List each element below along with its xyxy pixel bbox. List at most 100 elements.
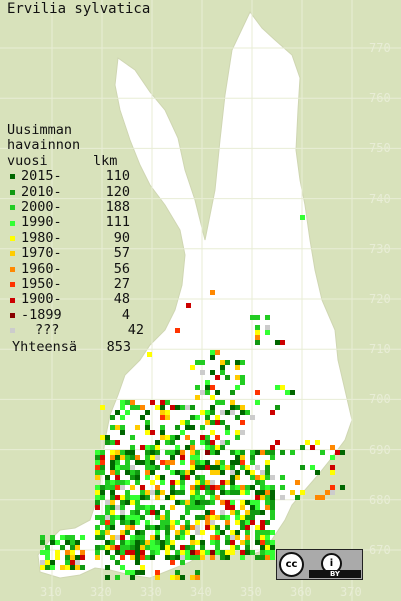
observation-square	[250, 455, 255, 460]
observation-square	[180, 480, 185, 485]
observation-squares	[40, 215, 345, 580]
observation-square	[180, 490, 185, 495]
observation-square	[190, 505, 195, 510]
observation-square	[65, 540, 70, 545]
observation-square	[265, 330, 270, 335]
observation-square	[195, 570, 200, 575]
observation-square	[100, 490, 105, 495]
cc-license-badge[interactable]: cc i BY	[276, 549, 363, 580]
observation-square	[175, 470, 180, 475]
observation-square	[125, 550, 130, 555]
observation-square	[225, 505, 230, 510]
observation-square	[280, 495, 285, 500]
observation-square	[125, 515, 130, 520]
observation-square	[260, 490, 265, 495]
legend-row: 1970- 57	[7, 245, 144, 261]
legend-header-1: Uusimman	[7, 122, 73, 138]
observation-square	[255, 335, 260, 340]
observation-square	[215, 535, 220, 540]
observation-square	[130, 540, 135, 545]
observation-square	[235, 520, 240, 525]
observation-square	[295, 495, 300, 500]
observation-square	[240, 410, 245, 415]
observation-square	[235, 460, 240, 465]
observation-square	[115, 545, 120, 550]
observation-square	[185, 435, 190, 440]
observation-square	[135, 540, 140, 545]
legend: Uusimman havainnon vuosi lkm 2015- 110 201…	[7, 122, 144, 356]
observation-square	[270, 515, 275, 520]
observation-square	[200, 390, 205, 395]
observation-square	[155, 440, 160, 445]
observation-square	[115, 550, 120, 555]
observation-square	[205, 435, 210, 440]
observation-square	[125, 480, 130, 485]
observation-square	[210, 550, 215, 555]
observation-square	[125, 545, 130, 550]
observation-square	[330, 455, 335, 460]
observation-square	[205, 510, 210, 515]
observation-square	[40, 550, 45, 555]
observation-square	[155, 570, 160, 575]
legend-rows: 2015- 110 2010- 120 2000- 188 1990- 111 1980- 90 1…	[7, 168, 144, 338]
observation-square	[190, 555, 195, 560]
observation-square	[245, 500, 250, 505]
observation-square	[195, 495, 200, 500]
observation-square	[240, 515, 245, 520]
observation-square	[225, 410, 230, 415]
observation-square	[235, 490, 240, 495]
observation-square	[225, 425, 230, 430]
observation-square	[125, 410, 130, 415]
observation-square	[175, 425, 180, 430]
observation-square	[220, 485, 225, 490]
observation-square	[60, 535, 65, 540]
observation-square	[55, 540, 60, 545]
observation-square	[165, 530, 170, 535]
y-tick-label: 720	[369, 292, 391, 306]
observation-square	[150, 480, 155, 485]
observation-square	[115, 450, 120, 455]
observation-square	[210, 290, 215, 295]
observation-square	[155, 545, 160, 550]
observation-square	[135, 470, 140, 475]
observation-square	[265, 495, 270, 500]
observation-square	[130, 555, 135, 560]
observation-square	[120, 565, 125, 570]
observation-square	[115, 575, 120, 580]
legend-row-label: 2015-	[21, 168, 62, 185]
observation-square	[135, 560, 140, 565]
observation-square	[70, 565, 75, 570]
observation-square	[260, 485, 265, 490]
observation-square	[105, 500, 110, 505]
observation-square	[105, 440, 110, 445]
observation-square	[250, 470, 255, 475]
observation-square	[170, 455, 175, 460]
observation-square	[265, 475, 270, 480]
observation-square	[115, 535, 120, 540]
observation-square	[270, 410, 275, 415]
observation-square	[115, 480, 120, 485]
observation-square	[190, 465, 195, 470]
observation-square	[205, 460, 210, 465]
by-label: BY	[309, 570, 361, 578]
legend-row: 2015- 110	[7, 168, 144, 185]
observation-square	[130, 485, 135, 490]
observation-square	[120, 505, 125, 510]
observation-square	[150, 535, 155, 540]
observation-square	[110, 450, 115, 455]
observation-square	[105, 530, 110, 535]
observation-square	[245, 520, 250, 525]
observation-square	[105, 435, 110, 440]
legend-row: 1980- 90	[7, 230, 144, 246]
observation-square	[230, 470, 235, 475]
observation-square	[270, 545, 275, 550]
observation-square	[115, 465, 120, 470]
observation-square	[155, 530, 160, 535]
observation-square	[200, 465, 205, 470]
observation-square	[215, 445, 220, 450]
observation-square	[145, 510, 150, 515]
observation-square	[120, 495, 125, 500]
observation-square	[240, 455, 245, 460]
observation-square	[220, 490, 225, 495]
observation-square	[160, 540, 165, 545]
